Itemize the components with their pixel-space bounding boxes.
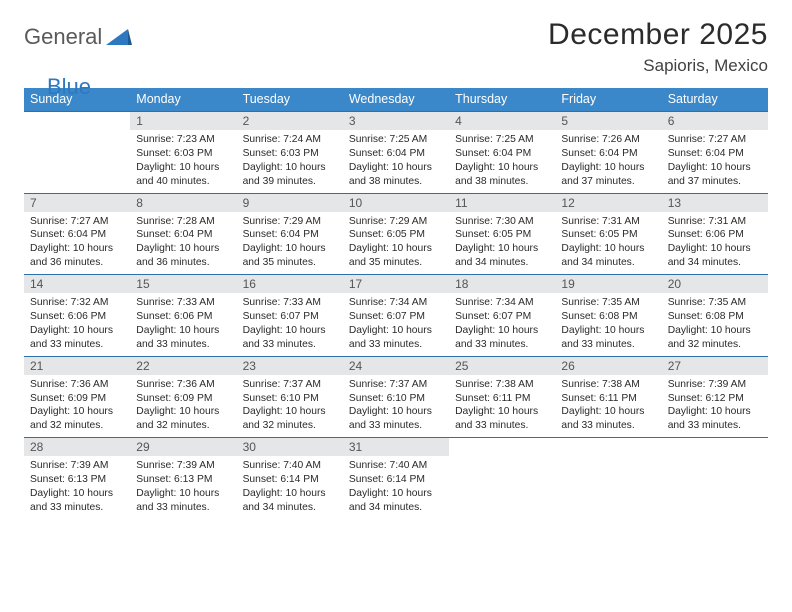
weekday-header: Friday (555, 88, 661, 112)
day-data-cell: Sunrise: 7:37 AMSunset: 6:10 PMDaylight:… (237, 375, 343, 438)
day-number-cell: 5 (555, 112, 661, 131)
day-data-cell: Sunrise: 7:29 AMSunset: 6:05 PMDaylight:… (343, 212, 449, 275)
header: General December 2025 Sapioris, Mexico (24, 18, 768, 76)
day-number-cell: 11 (449, 193, 555, 212)
day-number-cell: 10 (343, 193, 449, 212)
day-number-cell (555, 438, 661, 457)
day-number-cell: 27 (662, 356, 768, 375)
day-number-row: 21222324252627 (24, 356, 768, 375)
day-number-row: 78910111213 (24, 193, 768, 212)
day-number-cell: 2 (237, 112, 343, 131)
day-number-cell: 16 (237, 275, 343, 294)
day-data-cell: Sunrise: 7:40 AMSunset: 6:14 PMDaylight:… (237, 456, 343, 519)
day-data-cell: Sunrise: 7:23 AMSunset: 6:03 PMDaylight:… (130, 130, 236, 193)
day-data-cell: Sunrise: 7:25 AMSunset: 6:04 PMDaylight:… (449, 130, 555, 193)
day-data-cell: Sunrise: 7:39 AMSunset: 6:13 PMDaylight:… (24, 456, 130, 519)
day-data-cell: Sunrise: 7:32 AMSunset: 6:06 PMDaylight:… (24, 293, 130, 356)
day-data-cell: Sunrise: 7:36 AMSunset: 6:09 PMDaylight:… (130, 375, 236, 438)
day-number-row: 28293031 (24, 438, 768, 457)
day-data-cell (449, 456, 555, 519)
day-data-cell: Sunrise: 7:37 AMSunset: 6:10 PMDaylight:… (343, 375, 449, 438)
calendar-table: Sunday Monday Tuesday Wednesday Thursday… (24, 88, 768, 519)
day-data-cell: Sunrise: 7:39 AMSunset: 6:12 PMDaylight:… (662, 375, 768, 438)
day-data-cell: Sunrise: 7:36 AMSunset: 6:09 PMDaylight:… (24, 375, 130, 438)
weekday-header: Thursday (449, 88, 555, 112)
day-number-cell: 26 (555, 356, 661, 375)
day-data-row: Sunrise: 7:39 AMSunset: 6:13 PMDaylight:… (24, 456, 768, 519)
calendar-page: General December 2025 Sapioris, Mexico B… (0, 0, 792, 529)
weekday-header: Wednesday (343, 88, 449, 112)
day-data-cell: Sunrise: 7:35 AMSunset: 6:08 PMDaylight:… (662, 293, 768, 356)
day-number-cell: 28 (24, 438, 130, 457)
day-data-cell: Sunrise: 7:38 AMSunset: 6:11 PMDaylight:… (449, 375, 555, 438)
weekday-header: Tuesday (237, 88, 343, 112)
day-number-cell (449, 438, 555, 457)
location: Sapioris, Mexico (548, 56, 768, 76)
day-data-cell: Sunrise: 7:27 AMSunset: 6:04 PMDaylight:… (24, 212, 130, 275)
day-number-cell: 20 (662, 275, 768, 294)
weekday-header: Saturday (662, 88, 768, 112)
day-data-cell: Sunrise: 7:35 AMSunset: 6:08 PMDaylight:… (555, 293, 661, 356)
day-data-row: Sunrise: 7:23 AMSunset: 6:03 PMDaylight:… (24, 130, 768, 193)
day-number-cell: 4 (449, 112, 555, 131)
day-data-row: Sunrise: 7:36 AMSunset: 6:09 PMDaylight:… (24, 375, 768, 438)
title-block: December 2025 Sapioris, Mexico (548, 18, 768, 76)
day-data-cell (555, 456, 661, 519)
day-number-row: 123456 (24, 112, 768, 131)
day-data-cell: Sunrise: 7:38 AMSunset: 6:11 PMDaylight:… (555, 375, 661, 438)
logo-triangle-icon (106, 27, 132, 47)
day-number-cell: 1 (130, 112, 236, 131)
day-number-cell: 12 (555, 193, 661, 212)
logo: General (24, 18, 134, 50)
day-data-cell: Sunrise: 7:24 AMSunset: 6:03 PMDaylight:… (237, 130, 343, 193)
logo-text-general: General (24, 24, 102, 50)
day-number-cell: 25 (449, 356, 555, 375)
month-title: December 2025 (548, 18, 768, 52)
day-number-cell: 21 (24, 356, 130, 375)
day-data-cell: Sunrise: 7:34 AMSunset: 6:07 PMDaylight:… (449, 293, 555, 356)
day-data-cell: Sunrise: 7:27 AMSunset: 6:04 PMDaylight:… (662, 130, 768, 193)
day-number-cell: 3 (343, 112, 449, 131)
logo-text-blue: Blue (47, 74, 91, 100)
day-number-cell (662, 438, 768, 457)
day-number-cell: 15 (130, 275, 236, 294)
day-number-cell: 24 (343, 356, 449, 375)
day-data-cell: Sunrise: 7:40 AMSunset: 6:14 PMDaylight:… (343, 456, 449, 519)
day-data-cell (24, 130, 130, 193)
day-number-cell: 19 (555, 275, 661, 294)
day-number-cell: 14 (24, 275, 130, 294)
day-data-cell (662, 456, 768, 519)
day-number-cell: 18 (449, 275, 555, 294)
day-data-cell: Sunrise: 7:33 AMSunset: 6:07 PMDaylight:… (237, 293, 343, 356)
day-data-row: Sunrise: 7:32 AMSunset: 6:06 PMDaylight:… (24, 293, 768, 356)
weekday-header: Monday (130, 88, 236, 112)
day-data-cell: Sunrise: 7:26 AMSunset: 6:04 PMDaylight:… (555, 130, 661, 193)
day-number-cell: 31 (343, 438, 449, 457)
day-number-cell: 13 (662, 193, 768, 212)
day-number-cell: 23 (237, 356, 343, 375)
day-data-cell: Sunrise: 7:25 AMSunset: 6:04 PMDaylight:… (343, 130, 449, 193)
day-number-cell: 22 (130, 356, 236, 375)
day-data-cell: Sunrise: 7:34 AMSunset: 6:07 PMDaylight:… (343, 293, 449, 356)
day-data-cell: Sunrise: 7:30 AMSunset: 6:05 PMDaylight:… (449, 212, 555, 275)
day-number-row: 14151617181920 (24, 275, 768, 294)
day-number-cell: 30 (237, 438, 343, 457)
day-data-cell: Sunrise: 7:31 AMSunset: 6:06 PMDaylight:… (662, 212, 768, 275)
weekday-header-row: Sunday Monday Tuesday Wednesday Thursday… (24, 88, 768, 112)
day-data-cell: Sunrise: 7:33 AMSunset: 6:06 PMDaylight:… (130, 293, 236, 356)
day-number-cell: 6 (662, 112, 768, 131)
day-data-cell: Sunrise: 7:29 AMSunset: 6:04 PMDaylight:… (237, 212, 343, 275)
day-data-row: Sunrise: 7:27 AMSunset: 6:04 PMDaylight:… (24, 212, 768, 275)
day-data-cell: Sunrise: 7:31 AMSunset: 6:05 PMDaylight:… (555, 212, 661, 275)
day-number-cell: 8 (130, 193, 236, 212)
day-number-cell: 9 (237, 193, 343, 212)
day-number-cell: 7 (24, 193, 130, 212)
day-data-cell: Sunrise: 7:39 AMSunset: 6:13 PMDaylight:… (130, 456, 236, 519)
day-number-cell: 29 (130, 438, 236, 457)
day-data-cell: Sunrise: 7:28 AMSunset: 6:04 PMDaylight:… (130, 212, 236, 275)
day-number-cell: 17 (343, 275, 449, 294)
day-number-cell (24, 112, 130, 131)
